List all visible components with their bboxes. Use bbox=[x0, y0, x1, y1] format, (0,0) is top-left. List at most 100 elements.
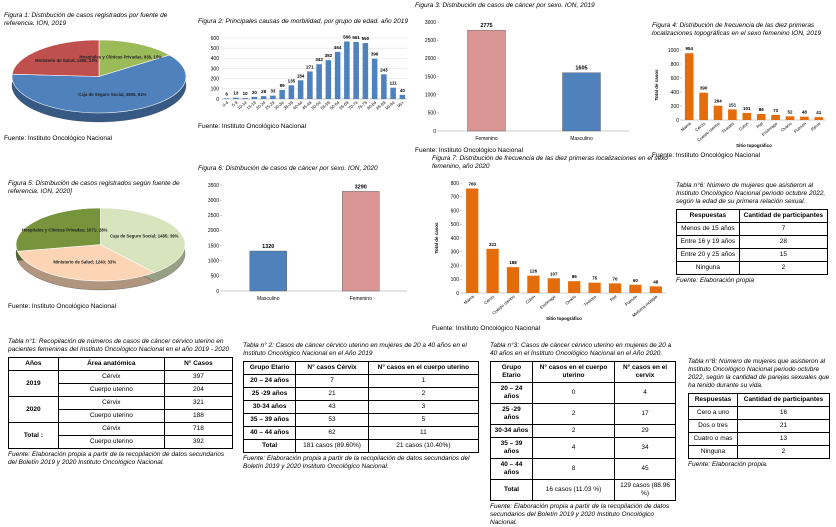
y-tick-label: 1500 bbox=[208, 243, 219, 249]
table-row: 2019 Cérvix 397 bbox=[8, 370, 234, 397]
x-tick-label: 0-4 bbox=[221, 100, 229, 108]
header-row: Grupo Etario N° casos Cérvix N° casos en e… bbox=[242, 361, 480, 375]
value-label: 184 bbox=[297, 73, 305, 78]
x-tick-label: Estómago bbox=[761, 121, 779, 137]
bar bbox=[307, 71, 313, 99]
y-tick-label: 400 bbox=[671, 90, 680, 96]
bar bbox=[316, 64, 322, 99]
value-label: 101 bbox=[743, 106, 751, 111]
bar bbox=[785, 116, 795, 120]
value-label: 111 bbox=[390, 81, 398, 86]
figure: Figura 7: Distribución de frecuencia de … bbox=[432, 155, 672, 333]
x-tick-label: 95+ bbox=[396, 100, 405, 109]
figure-caption: Figura 1: Distribución de casos registra… bbox=[4, 12, 168, 27]
value-label: 342 bbox=[315, 57, 323, 62]
table-cell: Cero a uno bbox=[688, 406, 738, 420]
bar bbox=[270, 95, 276, 99]
value-label: 954 bbox=[685, 46, 693, 51]
value-label: 1320 bbox=[262, 244, 274, 250]
chart: 0 100 200 300 400 500 600 6 0-4 13 5-9 10 10-14 20 15-… bbox=[211, 34, 407, 111]
value-label: 271 bbox=[306, 64, 314, 69]
table-cell: Ninguna bbox=[676, 261, 740, 275]
y-tick-label: 3000 bbox=[208, 198, 219, 204]
table-cell: Cuatro o mas bbox=[688, 432, 738, 446]
table-cell: Cérvix bbox=[57, 396, 165, 410]
bar bbox=[684, 53, 694, 120]
chart: Hospitales y Clínicas Privadas, 936, 15%… bbox=[11, 39, 187, 123]
figure-source: Fuente: Instituto Oncológico Nacional bbox=[652, 152, 761, 159]
x-tick-label: 85-89 bbox=[375, 100, 387, 111]
value-label: 2775 bbox=[480, 23, 492, 29]
figure-caption: Figura 6: Distribución de casos de cánce… bbox=[198, 165, 378, 172]
pie-slice bbox=[98, 39, 171, 77]
y-tick-label: 0 bbox=[433, 129, 436, 135]
y-tick-label: 200 bbox=[451, 263, 460, 269]
x-tick-label: Masculino bbox=[570, 136, 593, 142]
table-cell: 62 bbox=[295, 426, 369, 440]
table-cell: 25 -29 años bbox=[242, 387, 297, 401]
y-tick-label: 800 bbox=[671, 62, 680, 68]
header-cell: Respuestas bbox=[688, 393, 738, 407]
x-tick-label: 75-79 bbox=[357, 100, 369, 111]
y-tick-label: 400 bbox=[451, 236, 460, 242]
bar bbox=[649, 286, 662, 293]
table-row: 30-34 años 43 3 bbox=[242, 400, 480, 414]
y-tick-label: 500 bbox=[428, 111, 437, 117]
bar bbox=[390, 87, 396, 99]
x-tick-label: 80-84 bbox=[366, 100, 378, 111]
table-caption: Tabla n°8: Número de mujeres que asistie… bbox=[688, 358, 830, 389]
x-tick-label: Pulmón bbox=[624, 294, 639, 307]
pie-slice bbox=[17, 244, 156, 282]
y-tick-label: 700 bbox=[451, 195, 460, 201]
figure: Figura 2: Principales causas de morbilid… bbox=[198, 18, 413, 131]
table-cell: 3 bbox=[367, 400, 480, 414]
table-row: Ninguna 2 bbox=[688, 445, 831, 459]
slice-label: Caja de Seguro Social; 1485; 39% bbox=[110, 234, 179, 239]
table-cell: 0 bbox=[531, 382, 616, 404]
x-tick-label: Estómago bbox=[539, 294, 557, 310]
table-row: Total 16 casos (11.03 %) 129 casos (88.96 … bbox=[490, 479, 676, 501]
bar bbox=[800, 116, 809, 120]
header-cell: Grupo Etario bbox=[242, 361, 297, 375]
table-row: Cuerpo uterino 392 bbox=[9, 435, 234, 449]
bar bbox=[568, 281, 581, 293]
x-tick-label: Pulmón bbox=[793, 121, 808, 134]
table-cell: 397 bbox=[163, 370, 234, 384]
y-tick-label: 500 bbox=[451, 222, 460, 228]
header-row: Respuestas Cantidad de participantes bbox=[688, 393, 831, 407]
table-row: 40 – 44 años 62 11 bbox=[242, 426, 480, 440]
table-cell: 53 bbox=[295, 413, 369, 427]
table-cell: 188 bbox=[163, 409, 234, 423]
pie-slice bbox=[15, 207, 101, 252]
pie-slice bbox=[100, 207, 186, 273]
value-label: 464 bbox=[334, 45, 342, 50]
bar bbox=[342, 191, 380, 292]
figure-caption: Figura 2: Principales causas de morbilid… bbox=[198, 18, 408, 25]
header-cell: Años bbox=[8, 357, 59, 371]
x-tick-label: Tiroides bbox=[721, 121, 736, 134]
x-tick-label: Femenino bbox=[350, 296, 372, 302]
value-label: 33 bbox=[270, 89, 276, 94]
bar bbox=[506, 267, 520, 293]
y-tick-label: 0 bbox=[216, 97, 219, 103]
table-cell: Cérvix bbox=[57, 422, 165, 436]
pie-slice bbox=[11, 54, 187, 114]
y-tick-label: 2000 bbox=[425, 56, 436, 62]
table-cell: Cuerpo uterino bbox=[57, 435, 165, 449]
chart: Caja de Seguro Social; 1485; 39% Minister… bbox=[15, 207, 186, 291]
bar bbox=[353, 41, 359, 99]
table-caption: Tabla n°6: Número de mujeres que asistie… bbox=[676, 182, 826, 205]
y-tick-label: 1000 bbox=[425, 92, 436, 98]
table-row: Menos de 15 años 7 bbox=[676, 222, 829, 236]
value-label: 73 bbox=[773, 108, 779, 113]
x-tick-label: Ovario bbox=[780, 121, 793, 133]
table-cell: 28 bbox=[738, 235, 829, 249]
x-tick-label: Masculino bbox=[257, 296, 280, 302]
x-tick-label: Cuerpo uterino bbox=[491, 294, 516, 316]
value-label: 20 bbox=[252, 90, 258, 95]
value-label: 390 bbox=[700, 86, 708, 91]
bar bbox=[325, 60, 332, 99]
table-cell: 25 -29 años bbox=[490, 403, 533, 425]
bar bbox=[742, 112, 752, 120]
table-cell: 129 casos (88.96 %) bbox=[614, 479, 676, 501]
